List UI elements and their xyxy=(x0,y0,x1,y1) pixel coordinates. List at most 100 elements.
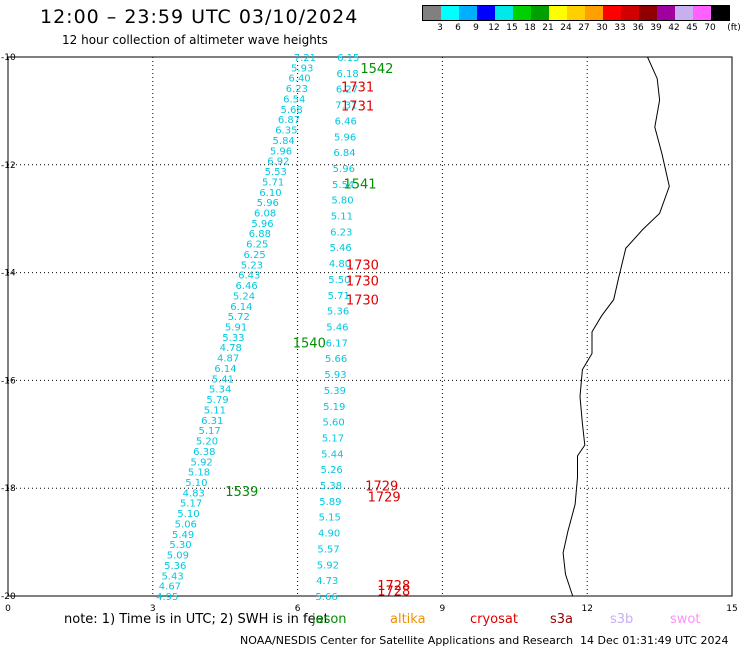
y-tick-label: -12 xyxy=(1,161,16,171)
generation-timestamp: 14 Dec 01:31:49 UTC 2024 xyxy=(580,634,729,647)
wave-height-value: 5.96 xyxy=(257,198,279,209)
pass-number-label: 1730 xyxy=(346,294,379,309)
wave-height-value: 5.96 xyxy=(334,132,356,143)
y-tick-label: -14 xyxy=(1,269,16,279)
wave-height-value: 5.71 xyxy=(262,177,284,188)
x-tick-label: 0 xyxy=(5,604,11,614)
legend-label: 33 xyxy=(614,23,626,33)
legend-swatch xyxy=(693,6,711,20)
legend-label: 42 xyxy=(668,23,680,33)
wave-height-value: 4.95 xyxy=(156,592,178,603)
wave-height-value: 5.26 xyxy=(321,465,343,476)
legend-swatch xyxy=(549,6,567,20)
legend-label: 24 xyxy=(560,23,572,33)
legend-swatch xyxy=(675,6,693,20)
wave-height-value: 5.43 xyxy=(161,571,183,582)
pass-number-label: 1731 xyxy=(341,81,374,96)
wave-height-value: 5.23 xyxy=(241,260,263,271)
wave-height-value: 5.96 xyxy=(251,219,273,230)
pass-number-label: 1730 xyxy=(346,275,379,290)
wave-height-value: 6.15 xyxy=(337,53,359,64)
legend-swatch xyxy=(621,6,639,20)
footnote: note: 1) Time is in UTC; 2) SWH is in fe… xyxy=(64,612,329,627)
wave-height-value: 5.93 xyxy=(291,63,313,74)
wave-height-value: 4.80 xyxy=(329,259,351,270)
legend-label: 45 xyxy=(686,23,698,33)
color-legend: 3 6 9 12 15 18 21 24 27 30 33 36 39 42 45 70 (ft) xyxy=(422,5,740,35)
x-tick-label: 15 xyxy=(726,604,737,614)
pass-number-label: 1729 xyxy=(365,480,398,495)
wave-height-value: 4.90 xyxy=(318,529,340,540)
wave-height-value: 5.18 xyxy=(188,468,210,479)
y-tick-label: -20 xyxy=(1,592,16,602)
pass-number-label: 1728 xyxy=(377,585,410,600)
wave-height-value: 5.53 xyxy=(265,167,287,178)
wave-height-value: 5.17 xyxy=(322,433,344,444)
legend-swatch xyxy=(639,6,657,20)
wave-height-value: 6.31 xyxy=(201,416,223,427)
legend-label: 30 xyxy=(596,23,608,33)
satellite-s3a: s3a xyxy=(550,612,574,627)
legend-swatch xyxy=(657,6,675,20)
wave-height-value: 6.08 xyxy=(254,208,276,219)
wave-height-value: 5.39 xyxy=(324,386,346,397)
pass-number-label: 1539 xyxy=(225,485,258,500)
wave-height-value: 6.10 xyxy=(259,188,281,199)
legend-swatch xyxy=(711,6,729,20)
wave-height-value: 6.40 xyxy=(288,74,310,85)
wave-height-value: 5.84 xyxy=(273,136,295,147)
wave-height-value: 4.83 xyxy=(183,488,205,499)
legend-label: 70 xyxy=(704,23,716,33)
legend-swatch xyxy=(495,6,513,20)
wave-height-value: 5.10 xyxy=(185,478,207,489)
wave-height-value: 5.36 xyxy=(327,307,349,318)
wave-height-value: 5.41 xyxy=(212,374,234,385)
satellite-cryosat: cryosat xyxy=(470,612,518,627)
legend-unit: (ft) xyxy=(727,23,740,33)
wave-height-value: 5.30 xyxy=(169,540,191,551)
legend-label: 6 xyxy=(455,23,461,33)
wave-height-value: 5.66 xyxy=(325,354,347,365)
wave-height-value: 5.92 xyxy=(317,560,339,571)
credit-line: NOAA/NESDIS Center for Satellite Applica… xyxy=(240,634,574,647)
wave-height-value: 5.33 xyxy=(222,333,244,344)
legend-swatch xyxy=(585,6,603,20)
wave-height-value: 5.46 xyxy=(329,243,351,254)
wave-height-value: 7.21 xyxy=(294,53,316,64)
legend-label: 27 xyxy=(578,23,590,33)
coastline xyxy=(562,56,670,597)
wave-height-value: 4.78 xyxy=(220,343,242,354)
pass-number-label: 1731 xyxy=(341,100,374,115)
map-frame xyxy=(7,56,733,597)
wave-height-value: 6.46 xyxy=(236,281,258,292)
map-title: 12:00 – 23:59 UTC 03/10/2024 xyxy=(40,6,359,28)
wave-height-value: 5.46 xyxy=(326,323,348,334)
wave-height-value: 6.14 xyxy=(214,364,236,375)
legend-swatch xyxy=(567,6,585,20)
legend-swatch xyxy=(423,6,441,20)
wave-height-value: 5.49 xyxy=(172,530,194,541)
wave-height-value: 5.54 xyxy=(332,180,354,191)
wave-height-value: 5.72 xyxy=(228,312,250,323)
pass-number-label: 1541 xyxy=(343,178,376,193)
wave-height-value: 6.92 xyxy=(267,157,289,168)
wave-height-value: 5.11 xyxy=(204,405,226,416)
pass-number-label: 1729 xyxy=(368,490,401,505)
legend-label: 15 xyxy=(506,23,518,33)
pass-number-label: 1540 xyxy=(293,337,326,352)
wave-height-value: 6.38 xyxy=(193,447,215,458)
legend-swatch xyxy=(531,6,549,20)
legend-label: 9 xyxy=(473,23,479,33)
wave-height-value: 5.19 xyxy=(323,402,345,413)
legend-swatch xyxy=(513,6,531,20)
wave-height-value: 5.80 xyxy=(331,196,353,207)
wave-height-value: 5.24 xyxy=(233,291,255,302)
wave-height-value: 5.50 xyxy=(328,275,350,286)
satellite-s3b: s3b xyxy=(610,612,634,627)
wave-height-value: 5.44 xyxy=(321,449,343,460)
y-tick-label: -18 xyxy=(1,484,16,494)
wave-height-value: 6.23 xyxy=(286,84,308,95)
wave-height-value: 5.10 xyxy=(177,509,199,520)
wave-height-value: 4.73 xyxy=(316,576,338,587)
wave-height-value: 4.87 xyxy=(217,354,239,365)
